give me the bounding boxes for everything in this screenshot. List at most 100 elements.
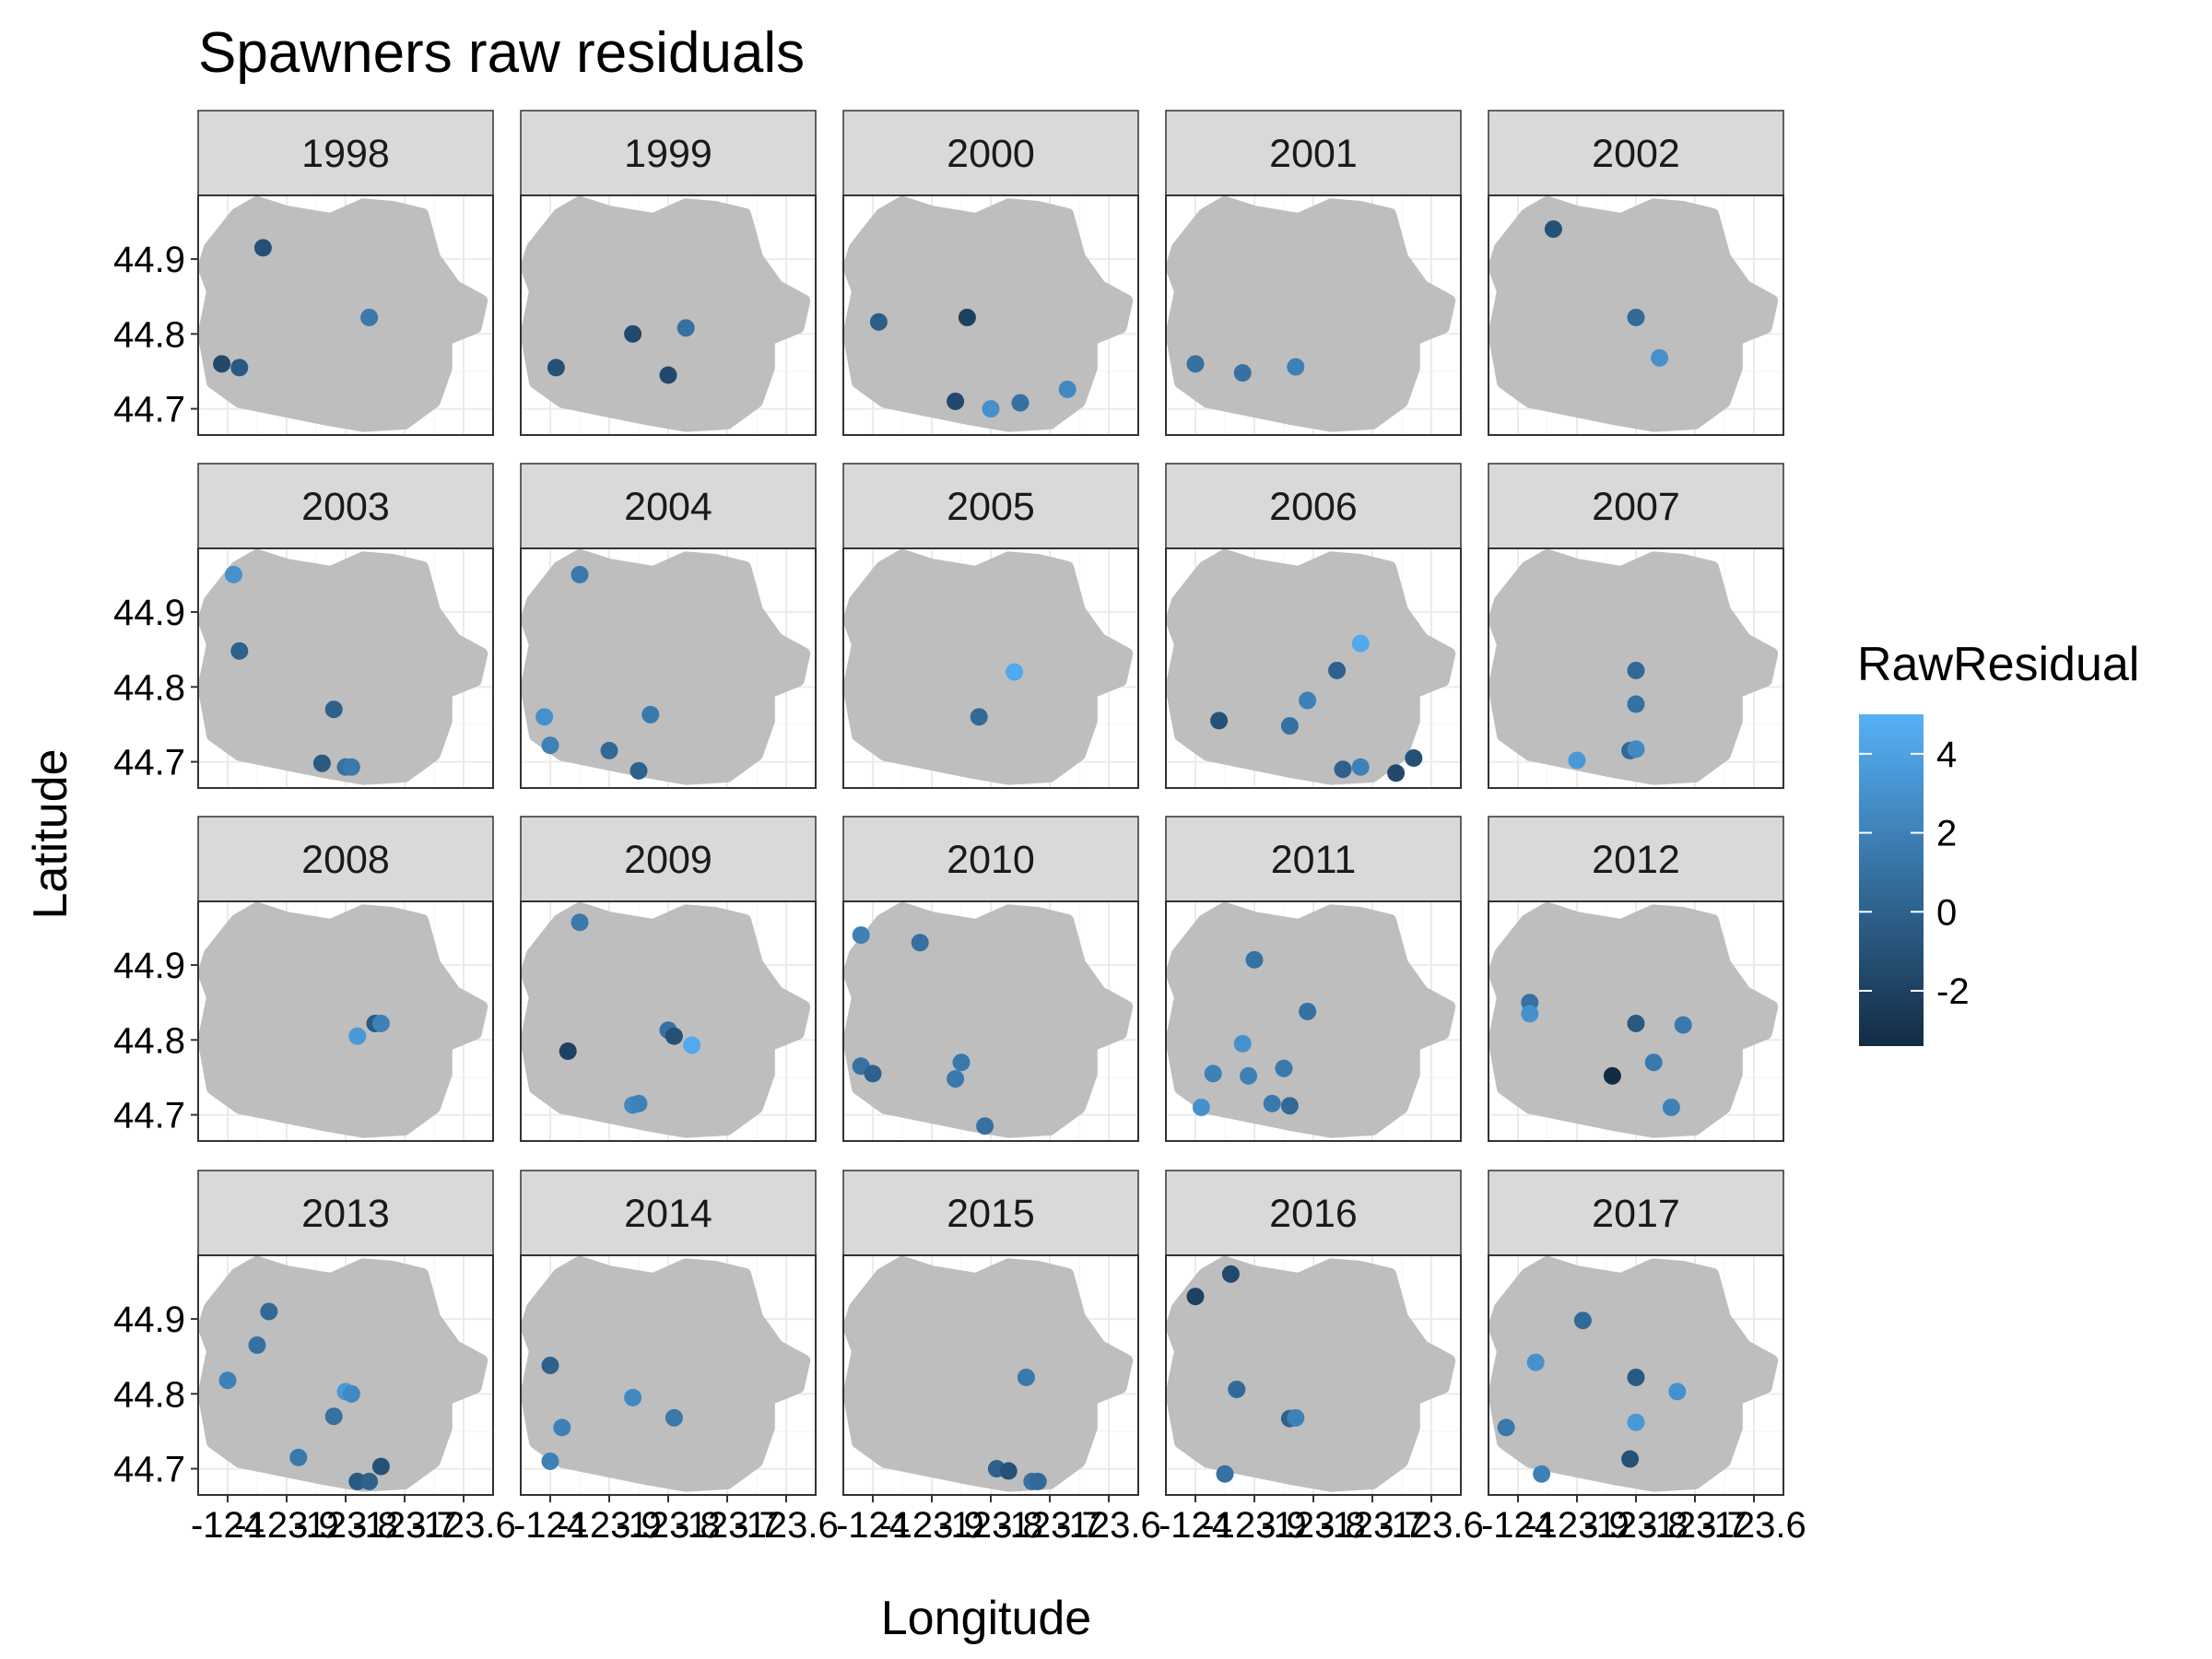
y-tick-label: 44.8 [113,1374,185,1415]
background-region [520,901,811,1138]
facet-strip [520,1170,817,1256]
y-tick-label: 44.7 [113,1450,185,1490]
facet-strip [197,463,494,549]
data-point [1674,1016,1692,1034]
y-tick-label: 44.7 [113,1096,185,1136]
background-region [842,195,1134,432]
y-tick-label: 44.9 [113,1300,185,1340]
data-point [1526,1353,1545,1371]
facet-panel-2006: 2006 [1165,463,1462,789]
x-tick-label: -123.7 [352,1505,456,1546]
facet-panel-2002: 2002 [1488,110,1784,436]
data-point [970,708,988,726]
facet-panel-2005: 2005 [842,463,1139,789]
facet-strip-label: 2004 [624,485,712,529]
data-point [1351,758,1370,776]
data-point [976,1117,994,1135]
data-point [253,239,272,257]
x-tick-label: -123.9 [1524,1505,1629,1546]
data-point [1204,1065,1222,1083]
legend-tick-label: 2 [1936,814,1957,854]
facet-strip [197,110,494,196]
facet-plot-area [1488,194,1784,436]
x-axes: -124-123.9-123.8-123.7-123.6-124-123.9-1… [191,1495,1806,1546]
data-point [541,736,559,755]
data-point [1006,663,1024,681]
y-tick-label: 44.7 [113,390,185,430]
data-point [559,1042,577,1060]
facet-strip [520,110,817,196]
data-point [1210,712,1229,730]
facet-strip-label: 2005 [947,485,1035,529]
background-region [197,901,488,1138]
data-point [911,934,929,952]
data-point [1186,1288,1205,1306]
legend-ticks: 4 2 0 -2 [1859,735,1970,1012]
facet-strip [842,463,1139,549]
facet-strip-label: 2002 [1592,132,1680,176]
facet-strip-label: 2017 [1592,1192,1680,1236]
y-tick-label: 44.8 [113,1020,185,1061]
panel-border [842,194,1139,436]
facet-plot-area [842,547,1139,789]
data-point [641,705,660,724]
background-region [520,1255,811,1492]
data-point [547,359,565,377]
data-point [213,355,231,373]
facet-strip-label: 2001 [1269,132,1358,176]
facet-panel-2012: 2012 [1488,816,1784,1142]
data-point [1351,634,1370,653]
chart-title: Spawners raw residuals [198,21,805,85]
facet-strip [1488,1170,1784,1256]
data-point [571,565,589,583]
facet-strip [1165,1170,1462,1256]
x-axis-title: Longitude [881,1592,1091,1645]
facet-strip-label: 2011 [1271,838,1356,882]
data-point [1627,740,1645,759]
data-point [1280,1097,1299,1115]
facet-strip-label: 2015 [947,1192,1035,1236]
x-tick-label: -123.6 [1056,1505,1160,1546]
facet-panel-2011: 2011 [1165,816,1462,1142]
panel-border [1165,900,1462,1142]
legend-tick-label: -2 [1936,971,1970,1012]
x-tick-label: -123.9 [234,1505,338,1546]
facet-strip-label: 2016 [1269,1192,1358,1236]
facet-panel-2003: 2003 [197,463,494,789]
data-point [1280,717,1299,735]
facet-panel-2010: 2010 [842,816,1139,1142]
facet-plot-area [197,1254,494,1496]
background-region [197,548,488,785]
data-point [1216,1465,1234,1483]
data-point [348,1027,367,1045]
y-tick-label: 44.9 [113,240,185,280]
data-point [1192,1098,1210,1116]
data-point [1029,1472,1047,1490]
x-tick-label: -123.6 [734,1505,838,1546]
facet-strip [1165,463,1462,549]
legend-tick-label: 0 [1936,892,1957,933]
data-point [1627,1413,1645,1431]
y-tick-label: 44.8 [113,667,185,708]
y-tick-label: 44.7 [113,743,185,783]
data-point [999,1462,1018,1480]
data-point [1627,1368,1645,1386]
data-point [1573,1312,1592,1330]
data-point [947,1070,965,1088]
data-point [342,758,360,776]
data-point [360,308,379,326]
facet-strip-label: 1999 [624,132,712,176]
data-point [541,1452,559,1470]
data-point [600,741,618,759]
panel-border [520,547,817,789]
facet-panel-2015: 2015 [842,1170,1139,1496]
data-point [1627,1014,1645,1032]
data-point [1662,1098,1680,1116]
facet-strip [842,110,1139,196]
data-point [1240,1066,1258,1085]
data-point [324,1407,343,1426]
facet-strip-label: 2000 [947,132,1035,176]
data-point [535,708,554,726]
legend-tick-label: 4 [1936,735,1957,775]
